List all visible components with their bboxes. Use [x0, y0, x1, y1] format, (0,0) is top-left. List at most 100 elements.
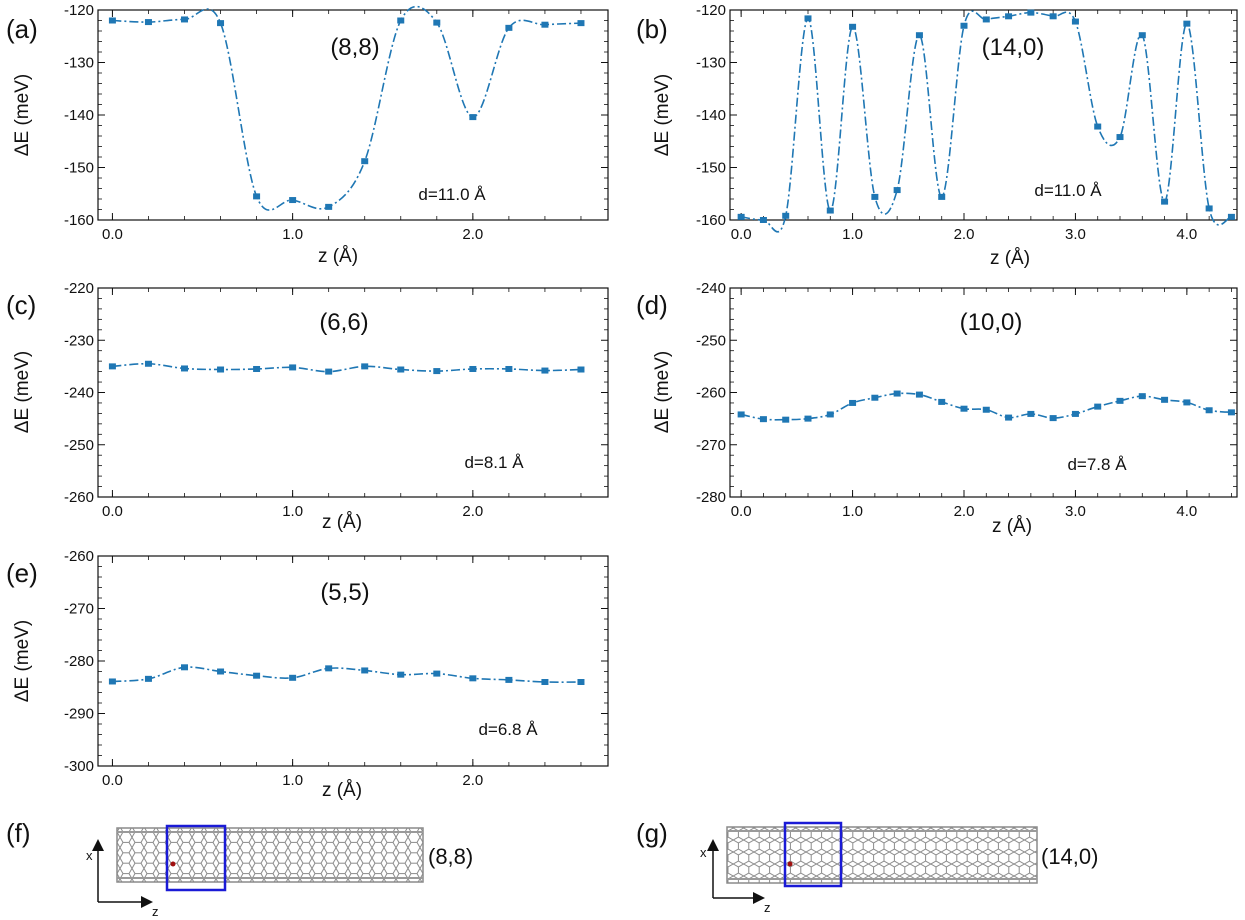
data-point-marker	[181, 16, 189, 23]
data-point-marker	[960, 22, 968, 29]
data-point-marker	[181, 664, 189, 671]
data-point-marker	[1227, 409, 1235, 416]
panel-letter: (d)	[636, 290, 668, 320]
x-axis-label: z (Å)	[990, 248, 1030, 269]
panel-letter: (c)	[6, 290, 36, 320]
x-tick-label: 0.0	[102, 226, 123, 243]
data-point-marker	[577, 20, 585, 27]
x-tick-label: 1.0	[282, 503, 303, 520]
unit-cell-highlight-box	[165, 824, 227, 892]
x-axis-label: z (Å)	[322, 512, 362, 533]
z-axis-arrow-label: z	[152, 904, 159, 919]
data-point-marker	[1005, 414, 1013, 421]
data-point-marker	[759, 416, 767, 423]
x-tick-label: 2.0	[462, 772, 483, 789]
x-tick-label: 3.0	[1065, 226, 1086, 243]
y-tick-label: -250	[64, 437, 94, 454]
data-point-marker	[782, 212, 790, 219]
coordinate-axes-f: x z	[86, 839, 159, 919]
data-point-marker	[181, 365, 189, 372]
data-point-marker	[982, 16, 990, 23]
data-point-marker	[871, 394, 879, 401]
data-point-marker	[469, 114, 477, 121]
data-point-marker	[826, 207, 834, 214]
y-tick-label: -270	[64, 601, 94, 618]
data-point-marker	[289, 197, 297, 204]
data-point-marker	[1161, 198, 1169, 205]
data-point-marker	[469, 365, 477, 372]
y-tick-label: -260	[64, 548, 94, 565]
structure-label-f: (8,8)	[428, 844, 473, 869]
data-point-marker	[397, 366, 405, 373]
x-tick-label: 4.0	[1176, 226, 1197, 243]
unit-cell-highlight-box	[783, 821, 843, 888]
coordinate-axes-g: x z	[700, 839, 771, 915]
chart-panel: (a) -160 -150 -140 -130 -120 0.0 1.0 2.0 z (Å) ΔE …	[6, 2, 609, 267]
x-tick-label: 1.0	[282, 772, 303, 789]
data-point-marker	[108, 678, 116, 685]
x-tick-label: 1.0	[842, 503, 863, 520]
x-axis-label: z (Å)	[318, 246, 358, 267]
y-tick-label: -260	[64, 489, 94, 506]
data-point-marker	[938, 193, 946, 200]
distance-label: d=6.8 Å	[478, 720, 538, 739]
y-tick-label: -140	[64, 107, 94, 124]
data-point-marker	[737, 411, 745, 418]
data-point-marker	[397, 671, 405, 678]
data-point-marker	[361, 158, 369, 165]
nanotube-8-8	[116, 824, 424, 892]
data-point-marker	[871, 193, 879, 200]
data-point-marker	[1116, 397, 1124, 404]
y-tick-label: -120	[64, 2, 94, 19]
data-point-marker	[849, 23, 857, 30]
data-point-marker	[1183, 399, 1191, 406]
data-point-marker	[1049, 415, 1057, 422]
y-tick-label: -160	[696, 212, 726, 229]
x-tick-label: 2.0	[462, 503, 483, 520]
data-point-marker	[893, 187, 901, 194]
data-point-marker	[541, 21, 549, 28]
data-point-marker	[361, 363, 369, 370]
data-point-marker	[982, 406, 990, 413]
z-axis-arrow-label: z	[764, 900, 771, 915]
x-tick-label: 0.0	[731, 226, 752, 243]
data-point-marker	[433, 368, 441, 375]
data-point-marker	[433, 670, 441, 677]
y-tick-label: -150	[64, 160, 94, 177]
data-point-marker	[1138, 393, 1146, 400]
series-line	[741, 10, 1232, 233]
data-point-marker	[217, 366, 225, 373]
nanotube-lattice	[726, 826, 1038, 884]
tube-chirality-label: (10,0)	[960, 309, 1023, 336]
x-tick-label: 3.0	[1065, 503, 1086, 520]
data-point-marker	[108, 363, 116, 370]
data-point-marker	[577, 679, 585, 685]
data-point-marker	[1161, 396, 1169, 403]
data-point-marker	[804, 415, 812, 422]
y-tick-label: -150	[696, 160, 726, 177]
y-axis-label: ΔE (meV)	[12, 620, 33, 702]
data-point-marker	[217, 668, 225, 675]
data-point-marker	[938, 398, 946, 405]
data-point-marker	[1027, 9, 1035, 16]
tube-chirality-label: (5,5)	[320, 579, 369, 606]
y-axis-label: ΔE (meV)	[652, 351, 673, 433]
data-point-marker	[325, 368, 333, 375]
x-tick-label: 0.0	[102, 772, 123, 789]
data-point-marker	[505, 24, 513, 31]
x-axis-arrow-label: x	[700, 845, 707, 860]
x-axis-label: z (Å)	[992, 516, 1032, 537]
x-tick-label: 1.0	[282, 226, 303, 243]
y-tick-label: -250	[696, 332, 726, 349]
nanotube-14-0	[726, 821, 1038, 888]
data-point-marker	[144, 19, 152, 26]
data-point-marker	[361, 667, 369, 674]
data-point-marker	[737, 213, 745, 220]
y-tick-label: -280	[696, 489, 726, 506]
distance-label: d=7.8 Å	[1067, 455, 1127, 474]
data-point-marker	[577, 366, 585, 373]
structure-panel-f: (f) (8,8) x z	[6, 818, 473, 919]
data-point-marker	[108, 17, 116, 24]
y-tick-label: -240	[64, 385, 94, 402]
